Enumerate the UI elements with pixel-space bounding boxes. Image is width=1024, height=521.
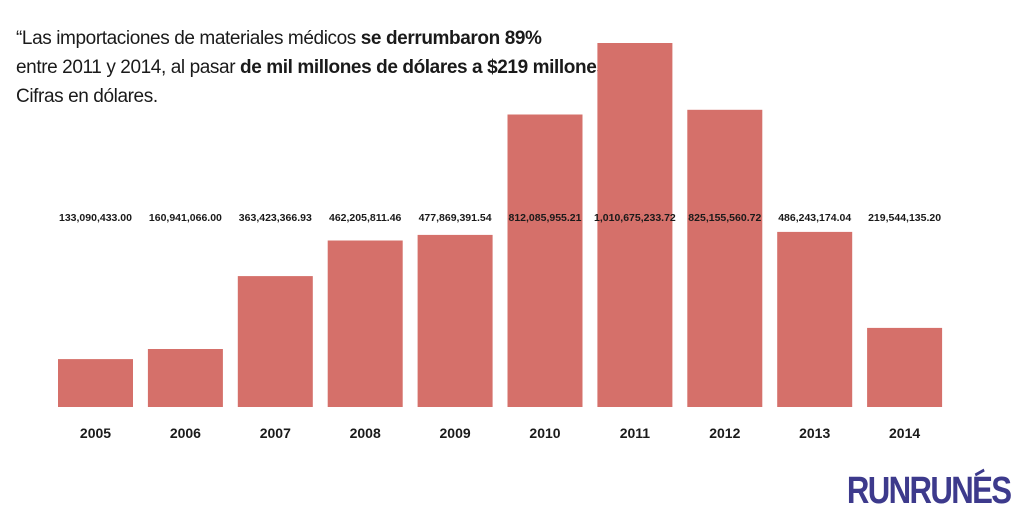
value-label-2006: 160,941,066.00 (149, 212, 222, 224)
bar-2008 (327, 240, 403, 407)
title-line-1-text: “Las importaciones de materiales médicos (16, 28, 361, 49)
x-tick-label-2007: 2007 (260, 425, 291, 441)
value-label-2009: 477,869,391.54 (419, 212, 492, 224)
bar-2014 (867, 327, 943, 407)
x-tick-label-2008: 2008 (350, 425, 381, 441)
x-tick-label-2005: 2005 (80, 425, 111, 441)
value-label-2011: 1,010,675,233.72 (594, 212, 676, 224)
value-label-2013: 486,243,174.04 (778, 212, 851, 224)
title-line-2-text: entre 2011 y 2014, al pasar (16, 57, 240, 78)
bar-2010 (507, 114, 583, 407)
x-tick-label-2009: 2009 (440, 425, 471, 441)
bar-2013 (777, 231, 853, 407)
value-label-2008: 462,205,811.46 (329, 212, 402, 224)
bar-2006 (147, 349, 223, 407)
x-tick-label-2006: 2006 (170, 425, 201, 441)
value-label-2007: 363,423,366.93 (239, 212, 312, 224)
bar-2011 (597, 43, 673, 407)
logo-text-start: RUNRUN (846, 470, 974, 512)
bar-2005 (58, 359, 133, 407)
bar-2012 (687, 109, 763, 408)
bar-2009 (417, 234, 493, 407)
x-tick-label-2014: 2014 (889, 425, 920, 441)
title-line-1-emphasis: se derrumbaron 89% (360, 28, 542, 49)
x-tick-label-2013: 2013 (799, 425, 830, 441)
bar-2007 (237, 276, 313, 407)
chart-subtitle: Cifras en dólares. (16, 86, 158, 107)
chart-title: “Las importaciones de materiales médicos… (16, 24, 607, 111)
value-label-2005: 133,090,433.00 (59, 212, 132, 224)
logo-text-accent: E (971, 470, 993, 512)
value-label-2014: 219,544,135.20 (868, 212, 941, 224)
runrunes-logo: RUNRUNES (846, 470, 1012, 513)
value-label-2012: 825,155,560.72 (688, 212, 761, 224)
x-tick-label-2011: 2011 (620, 425, 651, 441)
value-label-2010: 812,085,955.21 (509, 212, 582, 224)
title-line-2-emphasis: de mil millones de dólares a $219 millon… (240, 57, 607, 78)
x-tick-label-2012: 2012 (709, 425, 740, 441)
x-tick-label-2010: 2010 (529, 425, 560, 441)
title-line-1: “Las importaciones de materiales médicos… (16, 24, 576, 53)
title-line-2: entre 2011 y 2014, al pasar de mil millo… (16, 53, 607, 82)
logo-text-end: S (990, 470, 1012, 512)
